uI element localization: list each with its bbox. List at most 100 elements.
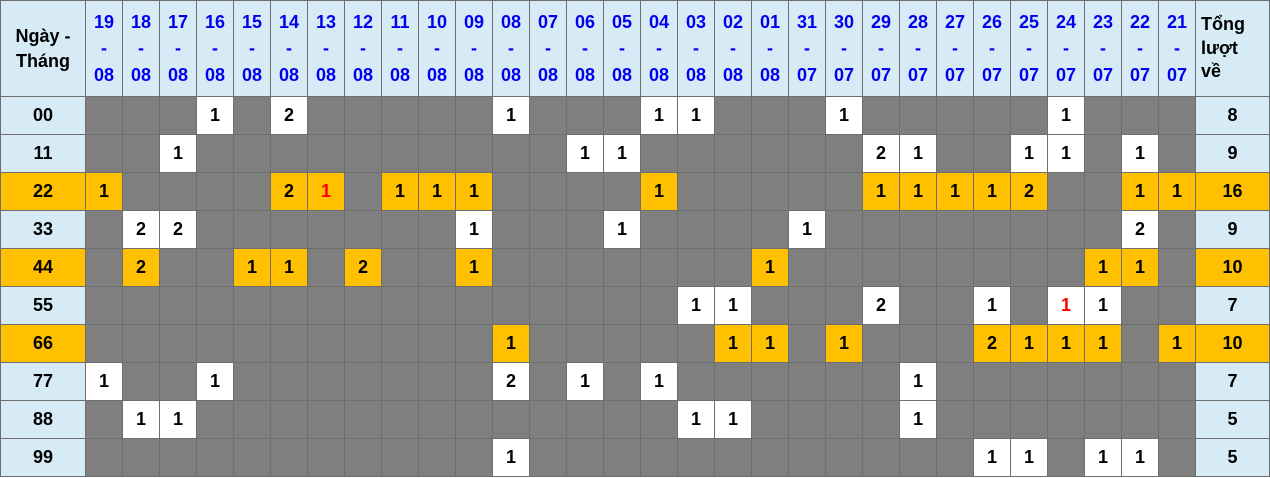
stat-cell-empty <box>85 438 123 477</box>
stat-cell: 1 <box>270 248 308 287</box>
stat-cell-empty <box>233 134 271 173</box>
stat-cell-empty <box>307 134 345 173</box>
stat-cell-empty <box>159 324 197 363</box>
stat-cell-empty <box>677 324 715 363</box>
stat-cell: 2 <box>270 96 308 135</box>
stat-cell-empty <box>344 134 382 173</box>
stat-cell-empty <box>603 248 641 287</box>
date-dash: - <box>730 38 736 59</box>
date-month: 07 <box>796 64 818 85</box>
date-dash: - <box>1026 38 1032 59</box>
stat-cell-empty <box>899 286 937 325</box>
date-month: 07 <box>870 64 892 85</box>
date-day: 19 <box>93 12 115 33</box>
date-dash: - <box>1063 38 1069 59</box>
stat-cell-empty <box>381 96 419 135</box>
stat-cell-empty <box>344 438 382 477</box>
date-day: 21 <box>1166 12 1188 33</box>
total-column-header: Tổng lượt về <box>1195 0 1270 97</box>
stat-cell-empty <box>381 400 419 439</box>
stat-cell-empty <box>418 400 456 439</box>
date-dash: - <box>841 38 847 59</box>
date-day: 09 <box>463 12 485 33</box>
stat-cell-empty <box>566 400 604 439</box>
date-column-header: 12 - 08 <box>344 0 382 97</box>
stat-cell-empty <box>122 96 160 135</box>
stat-cell: 1 <box>714 400 752 439</box>
stat-cell-empty <box>603 172 641 211</box>
stat-cell-empty <box>1121 96 1159 135</box>
stat-cell-empty <box>85 96 123 135</box>
stat-cell-empty <box>307 248 345 287</box>
stat-cell: 1 <box>751 324 789 363</box>
stat-cell-empty <box>233 362 271 401</box>
stat-cell-empty <box>566 248 604 287</box>
stat-cell: 1 <box>899 400 937 439</box>
stat-cell-empty <box>529 210 567 249</box>
stat-cell: 1 <box>122 400 160 439</box>
stat-cell-empty <box>677 134 715 173</box>
stat-cell-empty <box>159 96 197 135</box>
stat-cell-empty <box>492 210 530 249</box>
date-day: 28 <box>907 12 929 33</box>
stat-cell-empty <box>973 134 1011 173</box>
date-column-header: 30 - 07 <box>825 0 863 97</box>
date-dash: - <box>804 38 810 59</box>
total-header-line: lượt <box>1201 37 1238 58</box>
stat-cell-empty <box>85 210 123 249</box>
stat-cell: 1 <box>1158 324 1196 363</box>
stat-cell: 1 <box>677 96 715 135</box>
stat-cell-empty <box>85 400 123 439</box>
stat-cell-empty <box>862 324 900 363</box>
stat-cell-empty <box>270 400 308 439</box>
date-dash: - <box>619 38 625 59</box>
row-total: 7 <box>1195 286 1270 325</box>
stat-cell-empty <box>640 248 678 287</box>
date-month: 08 <box>167 64 189 85</box>
date-dash: - <box>360 38 366 59</box>
date-dash: - <box>989 38 995 59</box>
row-label: 88 <box>0 400 86 439</box>
stat-cell: 1 <box>1084 324 1122 363</box>
stat-cell-empty <box>1084 172 1122 211</box>
date-dash: - <box>545 38 551 59</box>
date-month: 07 <box>1129 64 1151 85</box>
stat-cell-empty <box>1158 210 1196 249</box>
stat-cell: 2 <box>122 248 160 287</box>
stat-cell-empty <box>307 438 345 477</box>
stat-cell: 2 <box>862 134 900 173</box>
stat-cell: 1 <box>1121 438 1159 477</box>
stat-cell-empty <box>714 134 752 173</box>
stat-cell-empty <box>603 96 641 135</box>
stat-cell: 1 <box>196 96 234 135</box>
date-day: 14 <box>278 12 300 33</box>
stat-cell: 1 <box>973 286 1011 325</box>
date-month: 08 <box>93 64 115 85</box>
date-month: 07 <box>1166 64 1188 85</box>
date-month: 08 <box>315 64 337 85</box>
stat-cell-empty <box>936 210 974 249</box>
date-dash: - <box>286 38 292 59</box>
stat-cell: 2 <box>159 210 197 249</box>
row-total: 7 <box>1195 362 1270 401</box>
stat-cell-empty <box>825 362 863 401</box>
stat-cell-empty <box>566 286 604 325</box>
row-total: 16 <box>1195 172 1270 211</box>
stat-cell: 1 <box>640 172 678 211</box>
stat-row-00: 00 1 2 1 1 1 1 1 8 <box>0 96 1270 135</box>
stat-cell-empty <box>85 248 123 287</box>
date-dash: - <box>397 38 403 59</box>
stat-cell-empty <box>862 362 900 401</box>
stat-cell-empty <box>344 400 382 439</box>
stat-cell-empty <box>270 134 308 173</box>
table-body: 00 1 2 1 1 1 1 1 8 11 1 1 1 2 1 1 1 1 9 22 1 2 1 1 1 1 1 1 1 1 1 2 1 1 16 3… <box>0 96 1270 477</box>
stat-cell-empty <box>455 134 493 173</box>
stat-cell: 1 <box>1084 248 1122 287</box>
stat-cell-empty <box>159 286 197 325</box>
stat-cell-empty <box>714 172 752 211</box>
stat-cell-empty <box>159 248 197 287</box>
date-day: 03 <box>685 12 707 33</box>
date-dash: - <box>915 38 921 59</box>
stat-cell-empty <box>196 400 234 439</box>
stat-cell-empty <box>677 362 715 401</box>
